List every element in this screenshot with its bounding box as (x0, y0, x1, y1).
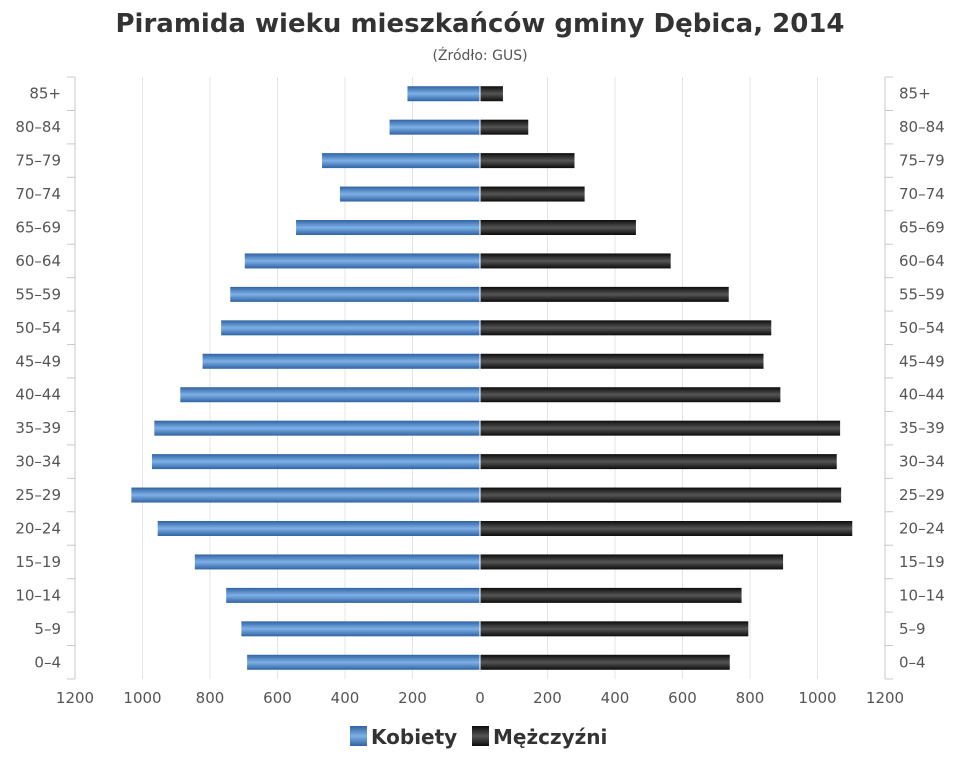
legend-label-mezczyzni: Mężczyźni (493, 725, 607, 749)
y-tick-label-right: 25–29 (899, 486, 945, 504)
y-tick-label-left: 80–84 (15, 118, 61, 136)
bars (131, 77, 853, 679)
x-tick-label: 400 (331, 689, 360, 707)
y-tick-label-right: 35–39 (899, 419, 945, 437)
x-tick-label: 1200 (866, 689, 904, 707)
y-tick-label-left: 15–19 (15, 553, 61, 571)
bar-kobiety[interactable] (194, 554, 480, 570)
bar-mezczyzni[interactable] (480, 353, 764, 369)
bar-mezczyzni[interactable] (480, 220, 636, 235)
x-tick-label: 1000 (123, 689, 161, 707)
y-tick-label-left: 30–34 (15, 453, 61, 471)
bar-mezczyzni[interactable] (480, 119, 529, 135)
bar-mezczyzni[interactable] (480, 454, 837, 470)
bar-mezczyzni[interactable] (480, 521, 853, 536)
bar-kobiety[interactable] (241, 621, 480, 637)
y-tick-label-left: 0–4 (34, 653, 61, 671)
x-tick-label: 600 (263, 689, 292, 707)
y-tick-label-right: 85+ (899, 85, 931, 103)
y-tick-label-left: 20–24 (15, 520, 61, 538)
y-tick-label-right: 80–84 (899, 118, 945, 136)
legend-item-mezczyzni[interactable]: Mężczyźni (472, 725, 607, 749)
bar-kobiety[interactable] (180, 387, 481, 403)
x-tick-label: 0 (475, 689, 485, 707)
y-tick-label-left: 25–29 (15, 486, 61, 504)
x-tick-label: 1000 (798, 689, 836, 707)
x-tick-label: 600 (668, 689, 697, 707)
y-tick-label-right: 45–49 (899, 352, 945, 370)
bar-kobiety[interactable] (226, 587, 480, 603)
y-tick-label-right: 70–74 (899, 185, 945, 203)
bar-mezczyzni[interactable] (480, 186, 585, 202)
y-tick-label-left: 85+ (29, 85, 61, 103)
bar-kobiety[interactable] (202, 353, 480, 369)
y-tick-label-right: 60–64 (899, 252, 945, 270)
y-tick-label-left: 5–9 (34, 620, 61, 638)
y-tick-label-right: 40–44 (899, 386, 945, 404)
legend-swatch-kobiety (350, 726, 367, 746)
x-tick-label: 800 (196, 689, 225, 707)
y-tick-label-left: 75–79 (15, 152, 61, 170)
bar-kobiety[interactable] (157, 521, 480, 536)
bar-mezczyzni[interactable] (480, 487, 842, 503)
y-tick-label-right: 65–69 (899, 219, 945, 237)
y-tick-label-right: 0–4 (899, 653, 926, 671)
bar-kobiety[interactable] (151, 454, 480, 470)
bar-mezczyzni[interactable] (480, 554, 784, 570)
x-tick-label: 800 (736, 689, 765, 707)
chart-subtitle: (Źródło: GUS) (432, 46, 527, 64)
axes: 1200 1000 800 600 400 200 0 200 400 600 800 1000 120… (15, 76, 945, 707)
x-tick-label: 1200 (56, 689, 94, 707)
bar-mezczyzni[interactable] (480, 153, 575, 169)
x-tick-label: 200 (398, 689, 427, 707)
x-tick-label: 400 (601, 689, 630, 707)
bar-kobiety[interactable] (389, 119, 480, 135)
y-tick-label-right: 30–34 (899, 453, 945, 471)
bar-kobiety[interactable] (322, 153, 480, 169)
y-tick-label-right: 50–54 (899, 319, 945, 337)
bar-kobiety[interactable] (131, 487, 481, 503)
y-tick-label-right: 20–24 (899, 520, 945, 538)
y-tick-label-left: 65–69 (15, 219, 61, 237)
bar-mezczyzni[interactable] (480, 253, 671, 269)
bar-mezczyzni[interactable] (480, 320, 772, 336)
bar-kobiety[interactable] (221, 320, 480, 336)
bar-mezczyzni[interactable] (480, 654, 730, 670)
bar-kobiety[interactable] (154, 420, 480, 436)
y-tick-label-left: 35–39 (15, 419, 61, 437)
bar-kobiety[interactable] (247, 654, 480, 670)
y-tick-label-left: 55–59 (15, 285, 61, 303)
bar-mezczyzni[interactable] (480, 86, 503, 102)
bar-mezczyzni[interactable] (480, 420, 841, 436)
bar-mezczyzni[interactable] (480, 286, 729, 302)
bar-mezczyzni[interactable] (480, 387, 781, 403)
y-tick-label-left: 40–44 (15, 386, 61, 404)
legend-item-kobiety[interactable]: Kobiety (350, 725, 457, 749)
bar-kobiety[interactable] (339, 186, 480, 202)
y-tick-label-right: 55–59 (899, 285, 945, 303)
y-tick-label-left: 70–74 (15, 185, 61, 203)
bar-kobiety[interactable] (230, 286, 480, 302)
y-tick-label-left: 45–49 (15, 352, 61, 370)
legend-swatch-mezczyzni (472, 726, 489, 746)
y-tick-label-right: 75–79 (899, 152, 945, 170)
y-tick-label-left: 60–64 (15, 252, 61, 270)
bar-mezczyzni[interactable] (480, 621, 749, 637)
legend[interactable]: Kobiety Mężczyźni (350, 725, 607, 749)
bar-kobiety[interactable] (407, 86, 480, 102)
bar-kobiety[interactable] (244, 253, 480, 269)
y-tick-label-right: 10–14 (899, 586, 945, 604)
y-tick-label-right: 5–9 (899, 620, 926, 638)
y-tick-label-right: 15–19 (899, 553, 945, 571)
y-tick-label-left: 10–14 (15, 586, 61, 604)
x-tick-label: 200 (533, 689, 562, 707)
y-tick-label-left: 50–54 (15, 319, 61, 337)
bar-mezczyzni[interactable] (480, 587, 742, 603)
chart-title: Piramida wieku mieszkańców gminy Dębica,… (115, 9, 844, 39)
legend-label-kobiety: Kobiety (371, 725, 457, 749)
bar-kobiety[interactable] (296, 220, 480, 235)
